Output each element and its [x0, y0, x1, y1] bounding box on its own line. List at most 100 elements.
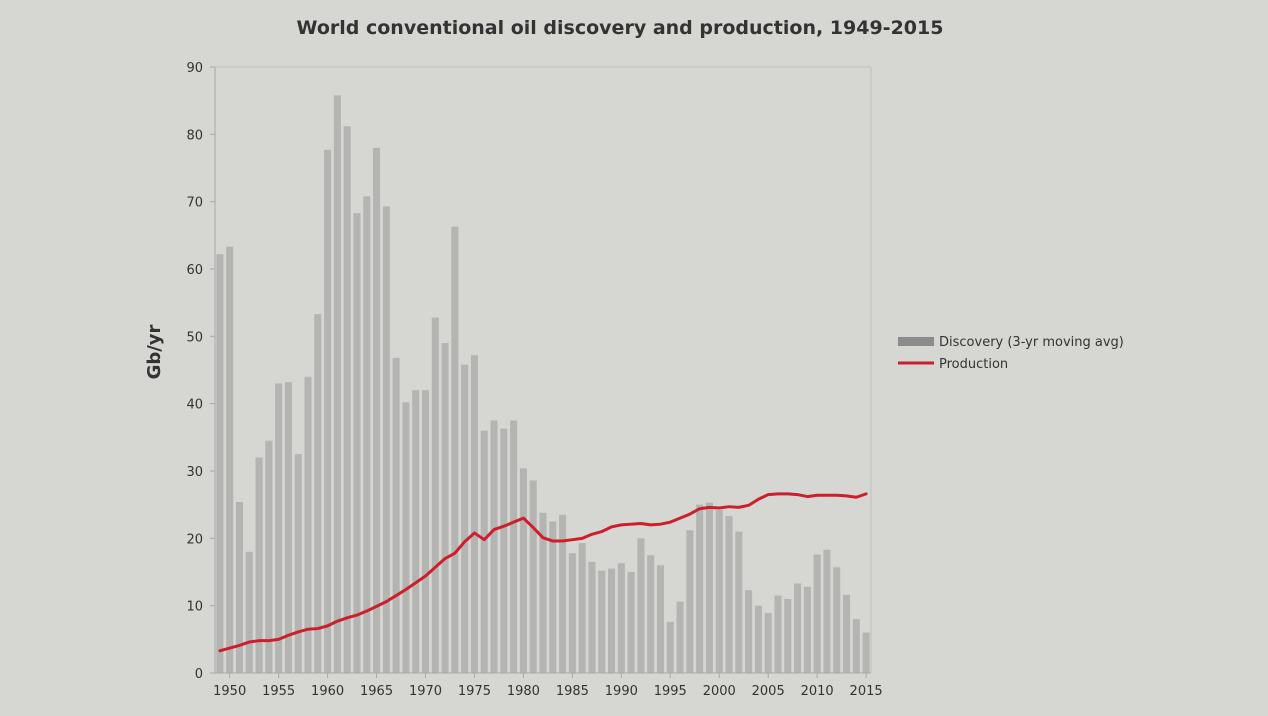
discovery-bar	[461, 364, 469, 673]
discovery-bar	[549, 521, 557, 673]
discovery-bar	[598, 570, 606, 673]
x-tick-label: 2015	[850, 684, 883, 699]
discovery-bar	[392, 357, 400, 673]
y-axis-label: Gb/yr	[144, 324, 165, 379]
discovery-bar	[823, 549, 831, 673]
discovery-bar	[333, 95, 341, 673]
discovery-bar	[852, 619, 860, 673]
discovery-bar	[510, 420, 518, 673]
discovery-bar	[696, 504, 704, 673]
discovery-bar	[617, 563, 625, 673]
discovery-bar	[784, 598, 792, 673]
discovery-bar	[862, 632, 870, 673]
y-tick-label: 60	[186, 263, 203, 278]
discovery-bar	[676, 601, 684, 673]
discovery-bar	[421, 390, 430, 673]
discovery-bar	[402, 402, 410, 673]
x-tick-label: 1955	[262, 684, 295, 699]
x-tick-label: 1995	[654, 684, 687, 699]
discovery-bar	[735, 531, 743, 673]
discovery-bar	[637, 538, 645, 673]
x-tick-label: 1985	[556, 684, 589, 699]
discovery-bar	[656, 565, 665, 673]
discovery-bar	[480, 430, 488, 673]
x-tick-label: 1990	[605, 684, 638, 699]
discovery-bar	[529, 480, 537, 673]
discovery-bar	[353, 213, 361, 674]
discovery-bar	[715, 510, 723, 673]
y-tick-label: 70	[186, 196, 203, 211]
discovery-bar	[470, 355, 478, 673]
y-tick-label: 40	[186, 398, 203, 413]
x-axis-ticks: 1950 1955 1960 1965 1970 1975 1980 1985 1990 1995…	[213, 673, 883, 699]
discovery-bar	[608, 568, 616, 673]
y-tick-label: 30	[186, 465, 203, 480]
x-tick-label: 1980	[507, 684, 540, 699]
discovery-bar	[568, 553, 576, 673]
discovery-bar	[304, 376, 312, 673]
discovery-bar	[363, 196, 371, 673]
x-tick-label: 2010	[801, 684, 834, 699]
discovery-bar	[500, 428, 508, 673]
discovery-bar	[647, 555, 655, 673]
legend-label-discovery: Discovery (3-yr moving avg)	[939, 335, 1124, 350]
x-tick-label: 2000	[703, 684, 736, 699]
discovery-bar	[324, 149, 332, 673]
discovery-bar	[794, 583, 802, 673]
discovery-bar	[451, 226, 459, 673]
chart-title: World conventional oil discovery and pro…	[297, 17, 944, 39]
discovery-bar	[412, 390, 420, 673]
y-tick-label: 20	[186, 532, 203, 547]
x-tick-label: 1970	[409, 684, 442, 699]
discovery-bar	[774, 595, 782, 673]
discovery-bar	[578, 543, 586, 673]
discovery-bar	[265, 440, 273, 673]
y-tick-label: 10	[186, 600, 203, 615]
discovery-bar	[745, 590, 753, 673]
discovery-bar	[255, 457, 263, 673]
discovery-bar	[431, 317, 439, 673]
discovery-bar	[490, 420, 498, 673]
y-tick-label: 50	[186, 330, 203, 345]
discovery-bar	[559, 514, 567, 673]
discovery-bar	[226, 246, 234, 673]
discovery-bar	[245, 551, 253, 673]
discovery-bar	[843, 594, 851, 673]
discovery-bar	[813, 554, 821, 673]
discovery-bar	[627, 572, 635, 673]
x-tick-label: 1950	[213, 684, 246, 699]
discovery-bar	[284, 382, 292, 673]
discovery-bar	[314, 314, 322, 673]
discovery-bar	[235, 501, 243, 673]
discovery-bar	[666, 621, 674, 673]
discovery-bar	[275, 383, 283, 673]
legend-label-production: Production	[939, 357, 1008, 372]
legend: Discovery (3-yr moving avg) Production	[898, 335, 1124, 372]
x-tick-label: 1975	[458, 684, 491, 699]
discovery-bar	[725, 516, 733, 673]
y-tick-label: 0	[195, 667, 203, 682]
y-tick-label: 90	[186, 61, 203, 76]
discovery-bar	[216, 254, 224, 673]
x-tick-label: 1965	[360, 684, 393, 699]
production-line	[218, 492, 868, 653]
discovery-bar	[382, 206, 390, 673]
discovery-bar	[294, 454, 302, 673]
discovery-bar	[764, 613, 772, 673]
discovery-bar	[705, 502, 713, 673]
discovery-bar	[539, 512, 547, 673]
x-tick-label: 2005	[752, 684, 785, 699]
discovery-bar	[343, 126, 351, 673]
legend-swatch-discovery	[898, 337, 934, 346]
discovery-bar	[519, 468, 527, 673]
discovery-bar	[588, 561, 596, 673]
discovery-bar	[754, 605, 762, 673]
x-tick-label: 1960	[311, 684, 344, 699]
y-axis-ticks: 0 10 20 30 40 50 60 70 80 90	[186, 61, 215, 682]
y-tick-label: 80	[186, 128, 203, 143]
discovery-bars	[216, 95, 870, 674]
discovery-bar	[373, 147, 381, 674]
discovery-bar	[803, 586, 811, 673]
